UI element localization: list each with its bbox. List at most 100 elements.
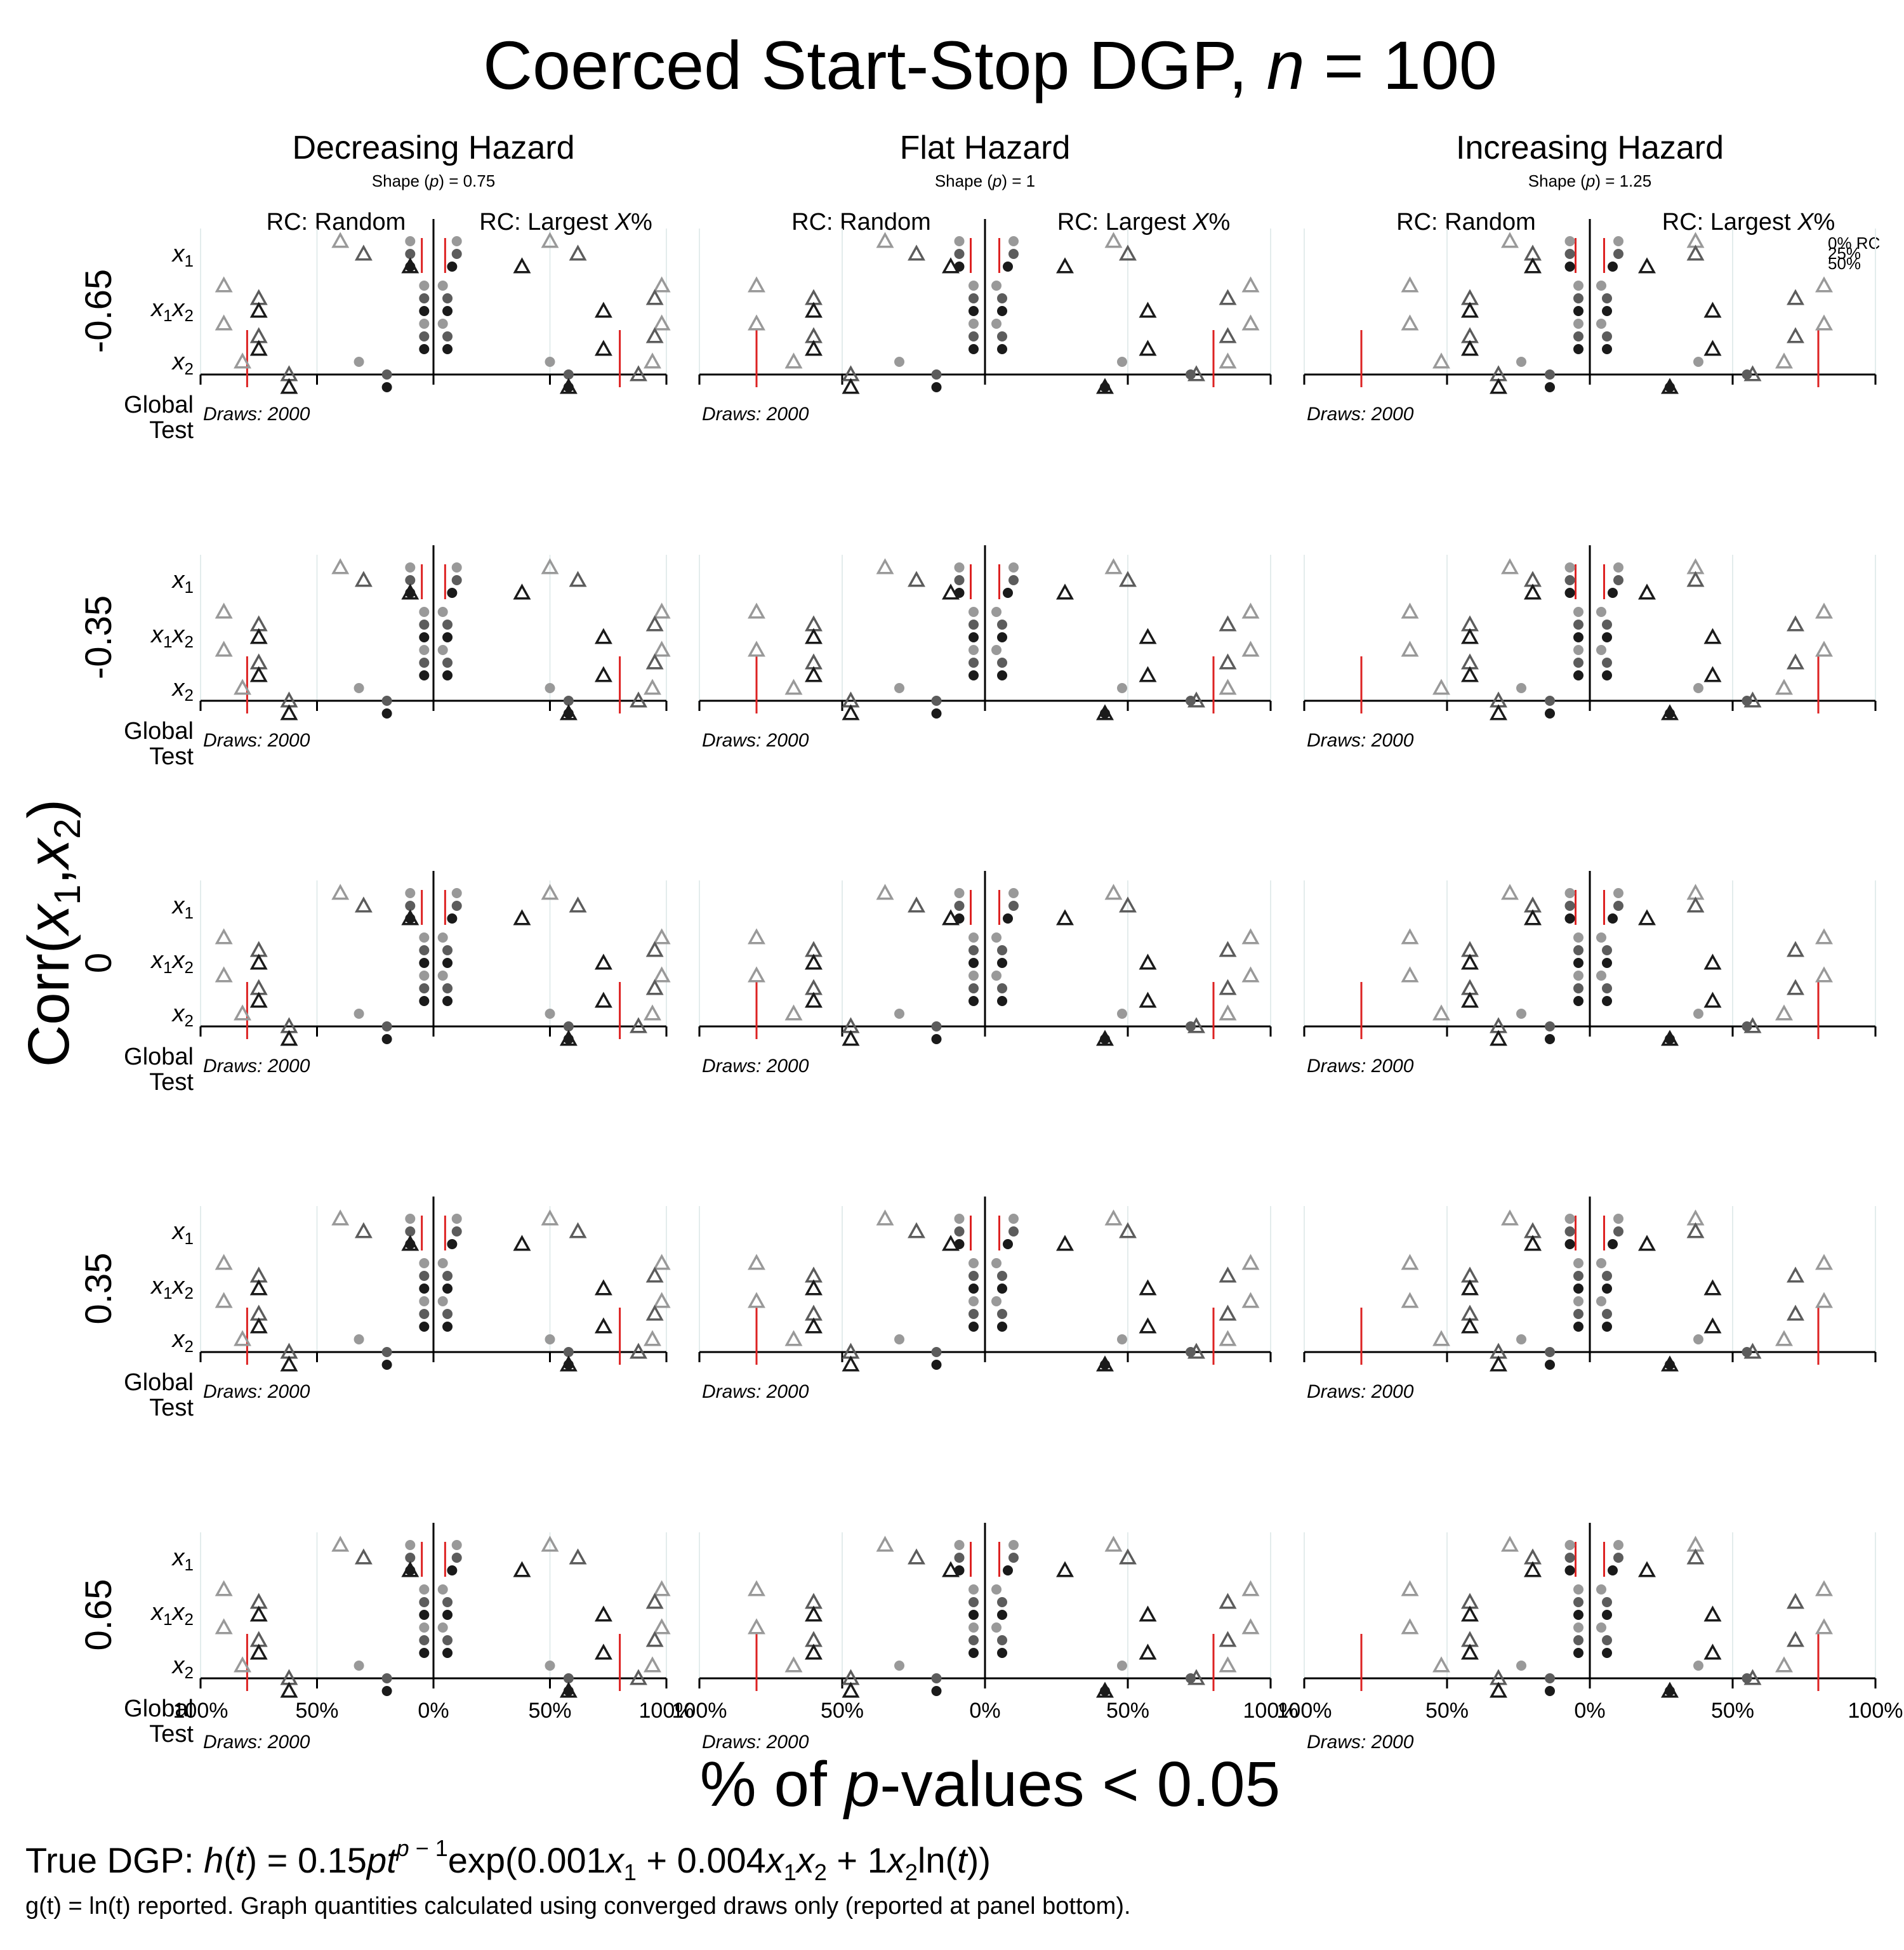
dot-mark: [1003, 588, 1013, 598]
triangle-mark: [908, 896, 925, 913]
x-tick-label: 100%: [672, 1699, 727, 1723]
dot-mark: [954, 575, 965, 585]
dot-mark: [451, 1540, 462, 1550]
triangle-mark: [805, 302, 823, 318]
dot-mark: [437, 1296, 448, 1306]
covariate-label-x1: x1: [171, 241, 194, 270]
triangle-mark: [748, 1254, 765, 1270]
triangle-mark: [942, 1235, 960, 1251]
dot-mark: [442, 1271, 453, 1281]
triangle-mark: [748, 602, 765, 619]
triangle-mark: [1815, 276, 1833, 293]
dot-mark: [1602, 620, 1612, 630]
triangle-mark: [234, 1004, 252, 1021]
dot-mark: [997, 1309, 1007, 1319]
dot-mark: [419, 319, 430, 329]
dot-mark: [997, 1648, 1007, 1658]
triangle-mark: [1219, 679, 1237, 695]
triangle-mark: [1401, 966, 1419, 983]
dot-mark: [997, 958, 1007, 968]
dot-mark: [1564, 262, 1575, 272]
triangle-mark: [1461, 1643, 1479, 1660]
dot-mark: [437, 1622, 448, 1633]
triangle-mark: [748, 1580, 765, 1596]
dot-mark: [1573, 1597, 1583, 1607]
triangle-mark: [1787, 289, 1804, 305]
dot-mark: [991, 645, 1002, 655]
dot-mark: [1516, 357, 1526, 367]
dot-mark: [969, 607, 979, 617]
triangle-mark: [1401, 314, 1419, 331]
triangle-mark: [1524, 909, 1542, 925]
dot-mark: [1596, 1296, 1606, 1306]
dot-mark: [419, 1622, 430, 1633]
triangle-mark: [249, 302, 268, 318]
x-tick-label: 50%: [1711, 1699, 1754, 1723]
triangle-mark: [1490, 1030, 1507, 1046]
dot-mark: [954, 888, 965, 898]
triangle-mark: [1461, 666, 1479, 682]
triangle-mark: [784, 679, 803, 695]
triangle-mark: [942, 583, 960, 600]
triangle-mark: [1703, 340, 1722, 356]
dot-mark: [1608, 1239, 1618, 1249]
triangle-mark: [1638, 583, 1656, 600]
x-tick-label: 50%: [1425, 1699, 1469, 1723]
dot-mark: [1602, 1635, 1612, 1645]
dot-mark: [442, 996, 453, 1006]
triangle-mark: [1638, 257, 1656, 274]
dot-mark: [442, 344, 453, 354]
dot-mark: [442, 958, 453, 968]
triangle-mark: [842, 1681, 860, 1698]
triangle-mark: [354, 896, 373, 913]
triangle-mark: [215, 602, 233, 619]
dot-mark: [419, 658, 430, 668]
dot-mark: [1742, 1347, 1752, 1357]
dot-mark: [1596, 645, 1606, 655]
draws-label: Draws: 2000: [702, 1381, 809, 1402]
dot-mark: [1602, 658, 1612, 668]
triangle-mark: [1139, 992, 1157, 1008]
triangle-mark: [908, 244, 925, 261]
dot-mark: [1573, 1322, 1583, 1332]
dot-mark: [1596, 1584, 1606, 1595]
triangle-mark: [594, 628, 612, 644]
dot-mark: [419, 1597, 430, 1607]
dot-mark: [405, 1540, 416, 1550]
dot-mark: [405, 588, 416, 598]
dot-mark: [447, 1239, 458, 1249]
dot-mark: [954, 901, 965, 911]
dot-mark: [1602, 293, 1612, 303]
dot-mark: [1545, 382, 1555, 392]
dot-mark: [1516, 1661, 1526, 1671]
triangle-mark: [805, 992, 823, 1008]
triangle-mark: [1461, 628, 1479, 644]
triangle-mark: [876, 884, 894, 900]
x-tick-label: 100%: [173, 1699, 228, 1723]
triangle-mark: [644, 679, 661, 695]
dot-mark: [1008, 562, 1019, 573]
dot-mark: [563, 696, 574, 706]
triangle-mark: [249, 340, 268, 356]
dot-mark: [1693, 1334, 1703, 1344]
side-label-random: RC: Random: [1396, 209, 1536, 235]
dot-mark: [1602, 958, 1612, 968]
triangle-mark: [569, 571, 587, 587]
legend-entry: 0% RC: [1828, 234, 1880, 253]
dot-mark: [1545, 1021, 1555, 1031]
draws-label: Draws: 2000: [702, 730, 809, 751]
dot-mark: [442, 670, 453, 680]
dot-mark: [381, 696, 392, 706]
covariate-label-x1: x1: [171, 1218, 194, 1248]
draws-label: Draws: 2000: [203, 1381, 310, 1402]
side-label-random: RC: Random: [267, 209, 406, 235]
dot-mark: [354, 357, 364, 367]
triangle-mark: [1815, 640, 1833, 657]
dot-mark: [1573, 1258, 1583, 1268]
covariate-label-test: Test: [149, 1069, 194, 1096]
draws-label: Draws: 2000: [1307, 730, 1414, 751]
triangle-mark: [1815, 1292, 1833, 1308]
dot-mark: [969, 945, 979, 955]
dot-mark: [894, 1009, 904, 1019]
dot-mark: [1564, 249, 1575, 259]
